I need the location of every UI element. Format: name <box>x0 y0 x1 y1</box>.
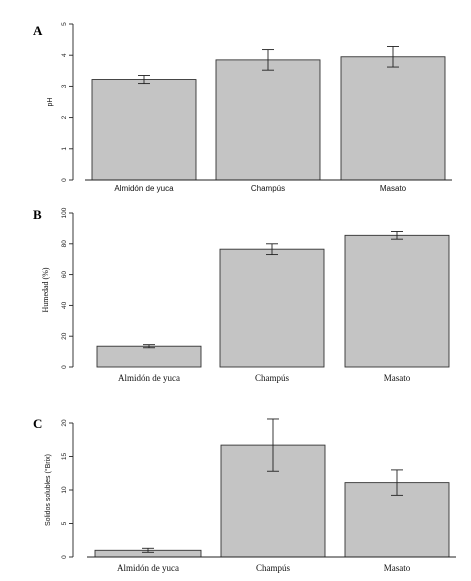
y-tick-label: 20 <box>61 419 68 427</box>
error-bar <box>142 547 154 553</box>
panel-letter: C <box>33 416 42 431</box>
y-tick-label: 80 <box>61 240 68 248</box>
y-tick-label: 5 <box>61 22 68 26</box>
error-bar <box>138 75 150 85</box>
y-tick-label: 3 <box>61 84 68 88</box>
bar <box>91 79 197 181</box>
bar <box>344 234 450 368</box>
error-bar <box>387 46 399 68</box>
y-axis-label: Humedad (%) <box>41 267 50 312</box>
y-tick-label: 0 <box>61 555 68 559</box>
y-tick-label: 100 <box>61 207 68 218</box>
y-axis-label: pH <box>47 98 54 107</box>
category-label: Champús <box>255 373 289 383</box>
error-bar <box>266 243 278 256</box>
y-tick-label: 0 <box>61 178 68 182</box>
chart-panel-b: B Almidón de yuca Champús Masato 0 20 40 60 80 10… <box>33 207 450 383</box>
y-tick-label: 0 <box>61 365 68 369</box>
error-bar <box>267 418 279 472</box>
category-label: Champús <box>251 184 285 193</box>
bar <box>340 56 446 181</box>
panel-letter: A <box>33 23 43 38</box>
bar <box>215 59 321 181</box>
error-bar <box>391 469 403 496</box>
bar <box>219 248 325 368</box>
y-tick-label: 20 <box>61 332 68 340</box>
category-label: Almidón de yuca <box>117 563 179 573</box>
y-tick-label: 15 <box>61 453 68 461</box>
y-tick-label: 40 <box>61 301 68 309</box>
y-tick-label: 2 <box>61 115 68 119</box>
y-tick-label: 60 <box>61 271 68 279</box>
chart-panel-a: A Almidón de yuca Champús Masato 0 1 2 3 4 5 pH <box>33 22 452 193</box>
chart-panels: A Almidón de yuca Champús Masato 0 1 2 3 4 5 pH B Al… <box>33 22 456 573</box>
error-bar <box>262 49 274 71</box>
category-label: Almidón de yuca <box>118 373 180 383</box>
category-label: Masato <box>380 184 407 193</box>
y-tick-label: 1 <box>61 147 68 151</box>
y-axis-label: Solidos solubles (°Brix) <box>44 454 52 526</box>
y-tick-label: 4 <box>61 53 68 57</box>
category-label: Masato <box>384 563 411 573</box>
error-bar <box>391 231 403 240</box>
panel-letter: B <box>33 207 42 222</box>
y-tick-label: 5 <box>61 521 68 525</box>
bar <box>96 345 202 368</box>
chart-panel-c: C Almidón de yuca Champús Masato 0 5 10 15 20 Sol… <box>33 416 456 573</box>
y-tick-label: 10 <box>61 486 68 494</box>
category-label: Almidón de yuca <box>114 184 174 193</box>
category-label: Masato <box>384 373 411 383</box>
error-bar <box>143 344 155 349</box>
category-label: Champús <box>256 563 290 573</box>
